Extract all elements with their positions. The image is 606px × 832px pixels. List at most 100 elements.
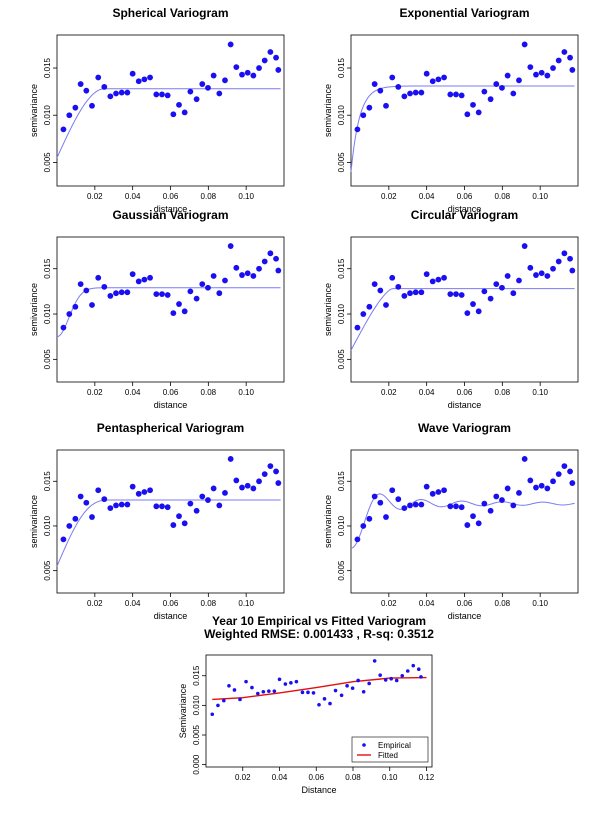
empirical-point: [416, 667, 421, 672]
y-tick-label: 0.015: [43, 258, 52, 279]
empirical-point: [360, 523, 367, 529]
empirical-point: [569, 267, 576, 274]
empirical-point: [256, 65, 262, 71]
empirical-point: [458, 292, 465, 298]
empirical-point: [147, 74, 153, 81]
empirical-point: [470, 301, 476, 307]
empirical-point: [383, 102, 389, 109]
empirical-point: [222, 490, 228, 496]
x-axis-label: distance: [448, 611, 482, 621]
empirical-point: [216, 703, 220, 708]
x-tick-label: 0.06: [457, 388, 473, 397]
empirical-point: [72, 515, 79, 522]
empirical-point: [561, 463, 568, 469]
empirical-point: [275, 67, 282, 73]
empirical-point: [429, 490, 436, 497]
empirical-point: [129, 70, 136, 77]
empirical-point: [199, 81, 206, 87]
empirical-point: [233, 264, 240, 271]
empirical-point: [389, 74, 396, 81]
y-tick-label: 0.005: [192, 724, 201, 745]
empirical-point: [289, 681, 293, 685]
empirical-point: [244, 679, 248, 684]
empirical-point: [401, 293, 408, 299]
x-tick-label: 0.08: [201, 599, 217, 608]
empirical-point: [407, 502, 413, 509]
plot-frame: [205, 654, 433, 768]
empirical-point: [239, 272, 245, 278]
empirical-point: [261, 57, 268, 64]
empirical-point: [538, 482, 545, 489]
empirical-point: [356, 678, 360, 683]
x-tick-label: 0.08: [201, 192, 217, 201]
empirical-point: [429, 78, 436, 85]
y-tick-label: 0.015: [337, 57, 346, 78]
empirical-point: [493, 493, 500, 500]
empirical-point: [118, 289, 125, 296]
x-axis-label: distance: [154, 400, 188, 410]
empirical-point: [407, 90, 413, 97]
empirical-point: [170, 522, 177, 528]
empirical-point: [199, 281, 206, 288]
empirical-point: [77, 281, 84, 288]
empirical-point: [233, 64, 240, 70]
empirical-point: [521, 41, 528, 48]
empirical-point: [118, 89, 125, 96]
x-tick-label: 0.08: [495, 192, 511, 201]
empirical-point: [561, 49, 568, 55]
empirical-point: [83, 87, 90, 94]
x-tick-label: 0.02: [381, 192, 397, 201]
x-tick-label: 0.04: [125, 599, 141, 608]
empirical-point: [124, 89, 131, 96]
x-tick-label: 0.10: [532, 192, 548, 201]
empirical-point: [216, 502, 223, 509]
empirical-point: [176, 301, 182, 307]
empirical-point: [354, 536, 361, 543]
panel-subtitle: Weighted RMSE: 0.001433 , R-sq: 0.3512: [204, 627, 434, 641]
y-tick-label: 0.010: [337, 303, 346, 324]
empirical-point: [487, 96, 494, 103]
empirical-point: [222, 277, 228, 284]
empirical-point: [550, 265, 556, 272]
empirical-point: [135, 490, 142, 497]
empirical-point: [516, 277, 522, 284]
empirical-point: [244, 69, 251, 76]
empirical-point: [394, 678, 399, 683]
empirical-point: [164, 92, 171, 99]
empirical-point: [412, 501, 419, 508]
empirical-point: [147, 274, 153, 281]
empirical-point: [481, 288, 488, 295]
empirical-point: [205, 284, 211, 291]
empirical-point: [423, 70, 430, 77]
y-tick-label: 0.015: [337, 258, 346, 279]
empirical-point: [176, 513, 182, 520]
x-tick-label: 0.06: [163, 388, 179, 397]
empirical-point: [107, 293, 114, 299]
x-tick-label: 0.02: [381, 388, 397, 397]
empirical-point: [205, 497, 211, 503]
empirical-point: [141, 276, 148, 283]
empirical-point: [83, 287, 90, 294]
empirical-point: [216, 90, 223, 97]
empirical-point: [187, 500, 194, 507]
x-tick-label: 0.06: [457, 192, 473, 201]
x-tick-label: 0.10: [532, 599, 548, 608]
empirical-point: [389, 487, 396, 494]
y-axis-label: semivariance: [323, 283, 333, 336]
empirical-point: [423, 271, 430, 278]
empirical-point: [193, 295, 200, 302]
empirical-point: [210, 72, 217, 79]
y-tick-label: 0.005: [43, 349, 52, 370]
empirical-point: [567, 468, 573, 475]
empirical-point: [493, 81, 500, 87]
empirical-point: [210, 485, 217, 492]
variogram-panel: Circular Variogram 0.02 0.04 0.06 0.08 0.10 0.…: [323, 208, 579, 410]
empirical-point: [361, 689, 366, 694]
empirical-point: [159, 291, 165, 297]
empirical-point: [464, 310, 471, 317]
empirical-point: [339, 693, 344, 698]
empirical-point: [464, 111, 471, 118]
empirical-point: [232, 688, 237, 692]
empirical-point: [250, 72, 257, 79]
x-tick-label: 0.06: [163, 599, 179, 608]
